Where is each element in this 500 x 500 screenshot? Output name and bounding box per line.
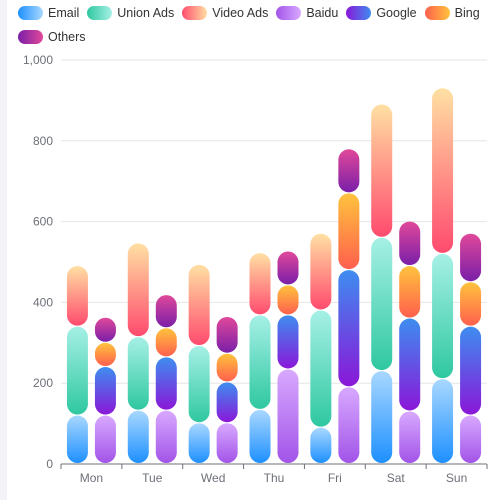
x-tick-label: Sun — [446, 471, 467, 485]
x-tick-label: Mon — [80, 471, 103, 485]
legend-item-union-ads[interactable]: Union Ads — [87, 2, 174, 24]
bar-others-wed[interactable] — [216, 316, 238, 353]
bar-others-tue[interactable] — [155, 295, 177, 328]
bar-others-mon[interactable] — [94, 317, 116, 342]
x-tick-label: Thu — [264, 471, 285, 485]
legend-label-video-ads: Video Ads — [212, 6, 269, 20]
bar-bing-thu[interactable] — [277, 285, 299, 315]
legend-item-email[interactable]: Email — [18, 2, 79, 24]
bar-bing-mon[interactable] — [94, 342, 116, 367]
x-tick-label: Tue — [142, 471, 163, 485]
x-tick-label: Wed — [201, 471, 225, 485]
bar-google-wed[interactable] — [216, 382, 238, 423]
bar-union-ads-mon[interactable] — [66, 326, 88, 415]
chart-legend: Email Union Ads Video Ads Baidu Google Bing Ot… — [18, 2, 498, 50]
bar-baidu-fri[interactable] — [338, 387, 360, 463]
bar-video-ads-sun[interactable] — [432, 88, 454, 253]
bar-google-sat[interactable] — [399, 318, 421, 411]
bar-union-ads-sun[interactable] — [432, 253, 454, 379]
bar-baidu-tue[interactable] — [155, 410, 177, 463]
bar-others-sun[interactable] — [460, 233, 482, 282]
bar-bing-wed[interactable] — [216, 353, 238, 382]
bar-union-ads-sat[interactable] — [371, 237, 393, 371]
legend-label-google: Google — [376, 6, 417, 20]
bar-baidu-wed[interactable] — [216, 423, 238, 463]
bar-others-fri[interactable] — [338, 149, 360, 193]
bar-email-mon[interactable] — [66, 415, 88, 463]
legend-label-baidu: Baidu — [306, 6, 339, 20]
bar-email-sun[interactable] — [432, 379, 454, 463]
bar-union-ads-tue[interactable] — [127, 337, 149, 410]
bar-video-ads-fri[interactable] — [310, 233, 332, 310]
bar-email-wed[interactable] — [188, 423, 210, 463]
bar-email-sat[interactable] — [371, 371, 393, 463]
bar-email-fri[interactable] — [310, 427, 332, 463]
bar-union-ads-fri[interactable] — [310, 310, 332, 427]
bar-baidu-sun[interactable] — [460, 415, 482, 463]
bar-bing-fri[interactable] — [338, 193, 360, 270]
bar-video-ads-tue[interactable] — [127, 243, 149, 337]
legend-swatch-others — [18, 30, 43, 44]
bar-baidu-mon[interactable] — [94, 415, 116, 463]
y-tick-label: 1,000 — [23, 53, 53, 67]
legend-item-google[interactable]: Google — [346, 2, 417, 24]
bar-email-tue[interactable] — [127, 410, 149, 463]
legend-label-email: Email — [48, 6, 80, 20]
legend-swatch-video-ads — [182, 6, 208, 20]
legend-item-bing[interactable]: Bing — [424, 2, 480, 24]
legend-label-others: Others — [48, 30, 86, 44]
legend-item-video-ads[interactable]: Video Ads — [182, 2, 268, 24]
bar-email-thu[interactable] — [249, 409, 271, 463]
bar-video-ads-sat[interactable] — [371, 104, 393, 237]
bar-video-ads-thu[interactable] — [249, 253, 271, 315]
legend-swatch-union-ads — [87, 6, 113, 20]
page-left-edge — [0, 0, 7, 500]
bar-bing-sun[interactable] — [460, 282, 482, 326]
bar-google-thu[interactable] — [277, 315, 299, 369]
legend-swatch-google — [346, 6, 372, 20]
legend-item-baidu[interactable]: Baidu — [276, 2, 338, 24]
bar-google-tue[interactable] — [155, 357, 177, 410]
legend-swatch-bing — [424, 6, 450, 20]
legend-item-others[interactable]: Others — [18, 26, 86, 48]
legend-swatch-baidu — [276, 6, 302, 20]
y-tick-label: 400 — [33, 295, 53, 309]
legend-label-union-ads: Union Ads — [117, 6, 175, 20]
bar-union-ads-wed[interactable] — [188, 346, 210, 423]
bar-video-ads-wed[interactable] — [188, 264, 210, 346]
bar-baidu-sat[interactable] — [399, 411, 421, 463]
x-tick-label: Sat — [387, 471, 406, 485]
y-tick-label: 800 — [33, 134, 53, 148]
bar-google-fri[interactable] — [338, 270, 360, 387]
y-tick-label: 200 — [33, 376, 53, 390]
bar-others-sat[interactable] — [399, 221, 421, 266]
bar-google-mon[interactable] — [94, 367, 116, 415]
bar-google-sun[interactable] — [460, 326, 482, 415]
y-tick-label: 600 — [33, 215, 53, 229]
bar-video-ads-mon[interactable] — [66, 266, 88, 326]
bar-others-thu[interactable] — [277, 251, 299, 285]
x-tick-label: Fri — [328, 471, 342, 485]
bar-baidu-thu[interactable] — [277, 369, 299, 463]
y-tick-label: 0 — [46, 457, 53, 471]
bar-union-ads-thu[interactable] — [249, 315, 271, 409]
bar-bing-tue[interactable] — [155, 328, 177, 357]
legend-swatch-email — [18, 6, 43, 20]
legend-label-bing: Bing — [454, 6, 480, 20]
bar-bing-sat[interactable] — [399, 266, 421, 318]
